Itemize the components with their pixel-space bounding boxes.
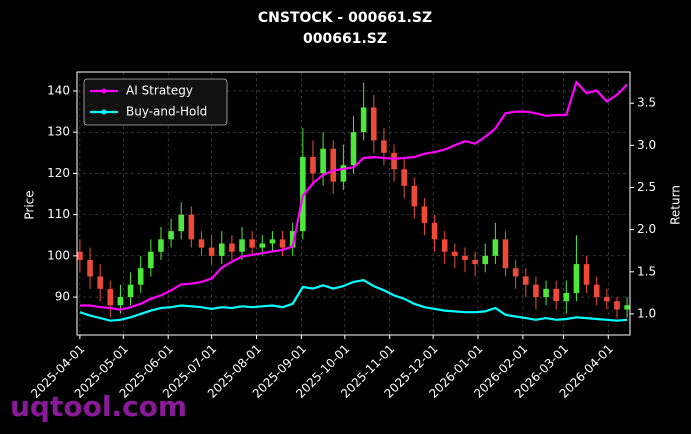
candle-body: [178, 214, 185, 232]
candle-body: [583, 264, 590, 285]
y2-tick-label: 1.5: [637, 264, 656, 278]
y-tick-label: 110: [47, 207, 70, 221]
candle-body: [482, 255, 489, 265]
candle-body: [148, 251, 154, 269]
y-tick-label: 140: [47, 83, 70, 97]
candle-body: [411, 185, 418, 207]
candle-body: [472, 259, 478, 265]
candle-body: [502, 239, 509, 269]
chart-subtitle: 000661.SZ: [303, 31, 387, 47]
candle-body: [310, 156, 316, 174]
candle-body: [462, 255, 468, 260]
candle-body: [168, 231, 174, 240]
plot-border: [76, 71, 631, 336]
candle-body: [330, 148, 337, 182]
y-tick-label: 100: [47, 248, 70, 262]
y-tick-label: 120: [47, 166, 70, 180]
candle-body: [391, 152, 397, 170]
candle-body: [198, 239, 205, 248]
candle-body: [624, 305, 630, 310]
candle-body: [279, 239, 286, 248]
candle-body: [563, 292, 570, 302]
candle-body: [188, 214, 195, 240]
legend-box: [83, 78, 228, 126]
watermark: uqtool.com: [10, 390, 187, 423]
candle-body: [218, 243, 225, 256]
candle-body: [401, 169, 407, 186]
y-tick-label: 130: [47, 125, 70, 139]
chart-title: CNSTOCK - 000661.SZ: [258, 10, 432, 26]
legend-marker: [101, 109, 107, 115]
y2-tick-label: 2.5: [637, 180, 656, 194]
candle-body: [441, 239, 448, 252]
candle-body: [300, 156, 306, 232]
candle-body: [593, 284, 600, 298]
candle-body: [360, 107, 367, 133]
y2-axis-label: Return: [669, 185, 683, 225]
candle-body: [614, 301, 620, 310]
legend-marker: [101, 88, 107, 94]
strategy-line: [79, 279, 628, 322]
candle-body: [269, 239, 276, 244]
candle-body: [137, 268, 144, 285]
y-axis-label: Price: [23, 190, 37, 219]
legend-label: AI Strategy: [126, 84, 193, 98]
candle-body: [127, 284, 134, 298]
candle-body: [421, 206, 428, 223]
candle-body: [573, 264, 580, 293]
plot-area: [77, 79, 630, 322]
y2-tick-label: 3.0: [637, 138, 656, 152]
candle-body: [381, 140, 387, 153]
candle-body: [239, 239, 245, 252]
candle-body: [340, 165, 347, 182]
y2-tick-label: 2.0: [637, 222, 656, 236]
strategy-line: [79, 79, 628, 311]
candle-body: [158, 239, 164, 252]
candle-body: [208, 247, 215, 256]
candle-body: [87, 259, 93, 277]
candle-body: [97, 276, 103, 289]
candle-body: [107, 288, 114, 306]
y2-tick-label: 3.5: [637, 96, 656, 110]
candle-body: [431, 222, 438, 240]
candle-body: [117, 297, 124, 306]
candle-body: [522, 276, 529, 285]
candle-body: [533, 284, 539, 298]
candle-body: [604, 297, 610, 302]
legend-label: Buy-and-Hold: [126, 105, 207, 119]
y2-tick-label: 1.0: [637, 306, 656, 320]
candle-body: [320, 148, 326, 174]
candle-body: [350, 132, 357, 166]
candle-body: [543, 288, 549, 298]
candle-body: [452, 251, 458, 256]
candle-body: [512, 268, 519, 277]
candle-body: [259, 243, 266, 248]
candle-body: [370, 107, 377, 141]
candle-body: [492, 239, 499, 256]
y-tick-label: 90: [55, 290, 70, 304]
candle-body: [229, 243, 235, 252]
candle-body: [553, 288, 559, 302]
candle-body: [77, 251, 83, 260]
candle-body: [249, 239, 255, 248]
candle-body: [289, 231, 296, 248]
